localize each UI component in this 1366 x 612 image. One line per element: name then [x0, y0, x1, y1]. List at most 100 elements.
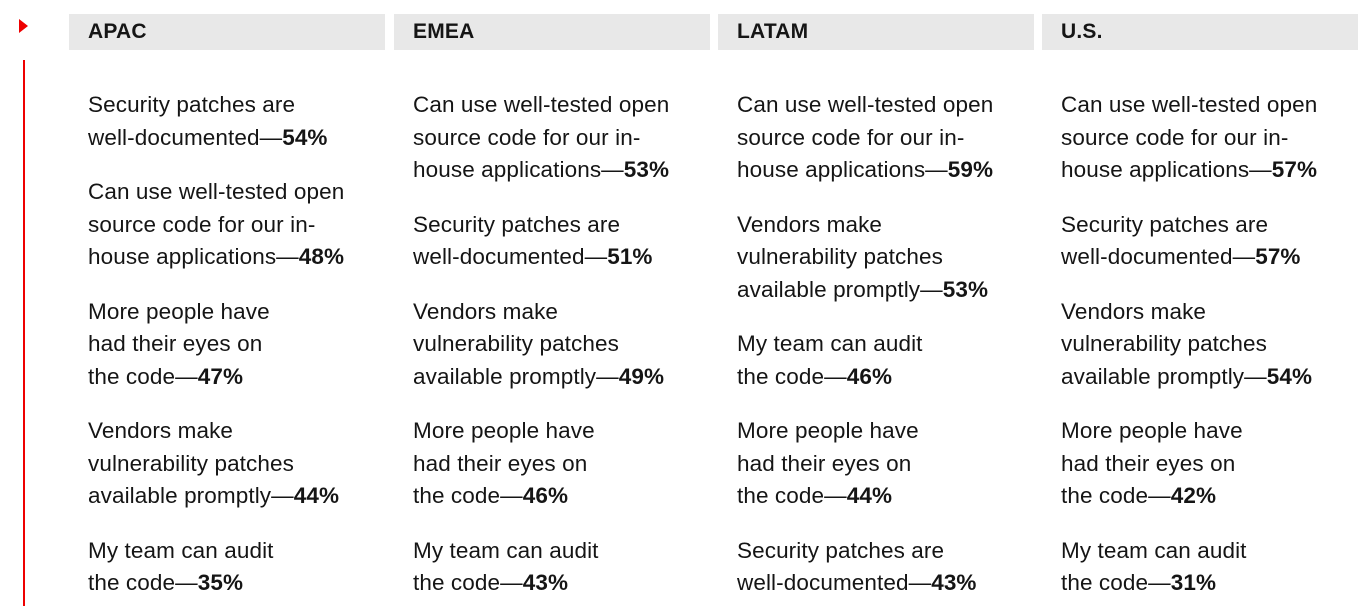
percentage-value: 54% [282, 124, 328, 150]
statement-item: More people have had their eyes on the cod… [1061, 415, 1243, 513]
percentage-value: 49% [618, 363, 665, 389]
statement-line: the code—42% [1061, 480, 1243, 513]
percentage-value: 44% [293, 483, 340, 508]
statement-line: My team can audit [1061, 535, 1247, 568]
statement-line: Security patches are [413, 209, 653, 242]
statement-text: Security patches are [1061, 211, 1269, 237]
statement-line: vulnerability patches [737, 241, 988, 274]
statement-item: Security patches are well-documented—57% [1061, 209, 1301, 274]
statement-line: available promptly—44% [88, 480, 339, 513]
region-column-apac: APAC Security patches are well-documented… [69, 14, 385, 595]
statement-text: vulnerability patches [1061, 331, 1267, 356]
statement-text: More people have [413, 418, 595, 443]
statement-text: well-documented— [737, 570, 932, 595]
percentage-value: 43% [931, 570, 977, 595]
statement-item: Security patches are well-documented—54% [88, 89, 328, 154]
percentage-value: 47% [197, 363, 244, 389]
statement-item: More people have had their eyes on the cod… [413, 415, 595, 513]
statement-line: well-documented—43% [737, 567, 977, 600]
percentage-value: 42% [1170, 483, 1217, 508]
percentage-value: 44% [846, 483, 893, 508]
statement-item: Vendors make vulnerability patches availab… [1061, 296, 1312, 394]
statement-item: Can use well-tested open source code for … [737, 89, 993, 187]
statement-text: available promptly— [88, 483, 294, 508]
statement-line: source code for our in- [88, 209, 344, 242]
statement-item: My team can audit the code—31% [1061, 535, 1247, 600]
statement-text: Vendors make [413, 298, 559, 324]
statement-text: More people have [737, 418, 919, 443]
statement-text: house applications— [737, 157, 948, 182]
statement-line: Security patches are [1061, 209, 1301, 242]
statement-line: had their eyes on [88, 328, 270, 361]
statement-line: well-documented—57% [1061, 241, 1301, 274]
statement-item: Security patches are well-documented—43% [737, 535, 977, 600]
statement-line: vulnerability patches [88, 448, 339, 481]
statement-line: had their eyes on [1061, 448, 1243, 481]
statement-line: house applications—57% [1061, 154, 1317, 187]
red-triangle-icon [19, 19, 28, 33]
region-header: LATAM [718, 14, 1034, 50]
statement-text: Security patches are [413, 211, 621, 237]
statement-text: had their eyes on [1061, 450, 1236, 476]
statement-line: More people have [737, 415, 919, 448]
statement-text: house applications— [1061, 157, 1272, 182]
statement-text: the code— [1061, 483, 1171, 508]
statement-line: the code—31% [1061, 567, 1247, 600]
percentage-value: 51% [607, 244, 653, 269]
statement-text: Vendors make [1061, 298, 1207, 324]
statement-line: More people have [1061, 415, 1243, 448]
statement-text: Can use well-tested open [737, 92, 994, 117]
statement-text: Vendors make [737, 211, 883, 237]
statement-line: Vendors make [737, 209, 988, 242]
statement-line: the code—46% [737, 361, 923, 394]
statement-text: had their eyes on [413, 450, 588, 476]
statement-text: source code for our in- [413, 124, 641, 150]
statement-line: My team can audit [737, 328, 923, 361]
statement-line: well-documented—54% [88, 122, 328, 155]
statement-line: had their eyes on [737, 448, 919, 481]
statement-text: source code for our in- [1061, 124, 1289, 150]
percentage-value: 53% [942, 276, 989, 302]
region-column-emea: EMEA Can use well-tested open source code… [394, 14, 710, 595]
statement-line: the code—35% [88, 567, 274, 600]
statement-text: source code for our in- [88, 211, 316, 237]
statement-line: well-documented—51% [413, 241, 653, 274]
statement-line: available promptly—54% [1061, 361, 1312, 394]
statement-text: the code— [737, 483, 847, 508]
statement-line: the code—43% [413, 567, 599, 600]
region-header: U.S. [1042, 14, 1358, 50]
statement-item: Vendors make vulnerability patches availab… [737, 209, 988, 307]
statement-line: available promptly—49% [413, 361, 664, 394]
percentage-value: 59% [947, 157, 994, 182]
statement-text: source code for our in- [737, 124, 965, 150]
statement-text: My team can audit [737, 331, 923, 356]
statement-text: available promptly— [413, 363, 619, 389]
statement-text: vulnerability patches [413, 331, 619, 356]
statement-text: vulnerability patches [88, 450, 294, 476]
statement-line: Vendors make [413, 296, 664, 329]
percentage-value: 35% [197, 570, 244, 595]
statement-text: Security patches are [88, 92, 296, 117]
statement-text: well-documented— [1061, 244, 1256, 269]
statement-item: My team can audit the code—35% [88, 535, 274, 600]
percentage-value: 53% [623, 157, 670, 182]
statement-line: house applications—59% [737, 154, 993, 187]
statement-line: vulnerability patches [413, 328, 664, 361]
statement-line: Vendors make [1061, 296, 1312, 329]
statement-text: available promptly— [737, 276, 943, 302]
percentage-value: 54% [1266, 363, 1313, 389]
statement-line: the code—44% [737, 480, 919, 513]
statement-text: Can use well-tested open [88, 179, 345, 204]
statement-line: Security patches are [737, 535, 977, 568]
statement-text: available promptly— [1061, 363, 1267, 389]
statement-line: vulnerability patches [1061, 328, 1312, 361]
statement-line: available promptly—53% [737, 274, 988, 307]
percentage-value: 31% [1170, 570, 1217, 595]
statement-text: the code— [413, 570, 523, 595]
percentage-value: 57% [1271, 157, 1318, 182]
statement-item: Vendors make vulnerability patches availab… [413, 296, 664, 394]
statement-text: had their eyes on [88, 331, 263, 356]
statement-text: had their eyes on [737, 450, 912, 476]
percentage-value: 43% [522, 570, 569, 595]
statement-item: More people have had their eyes on the cod… [737, 415, 919, 513]
